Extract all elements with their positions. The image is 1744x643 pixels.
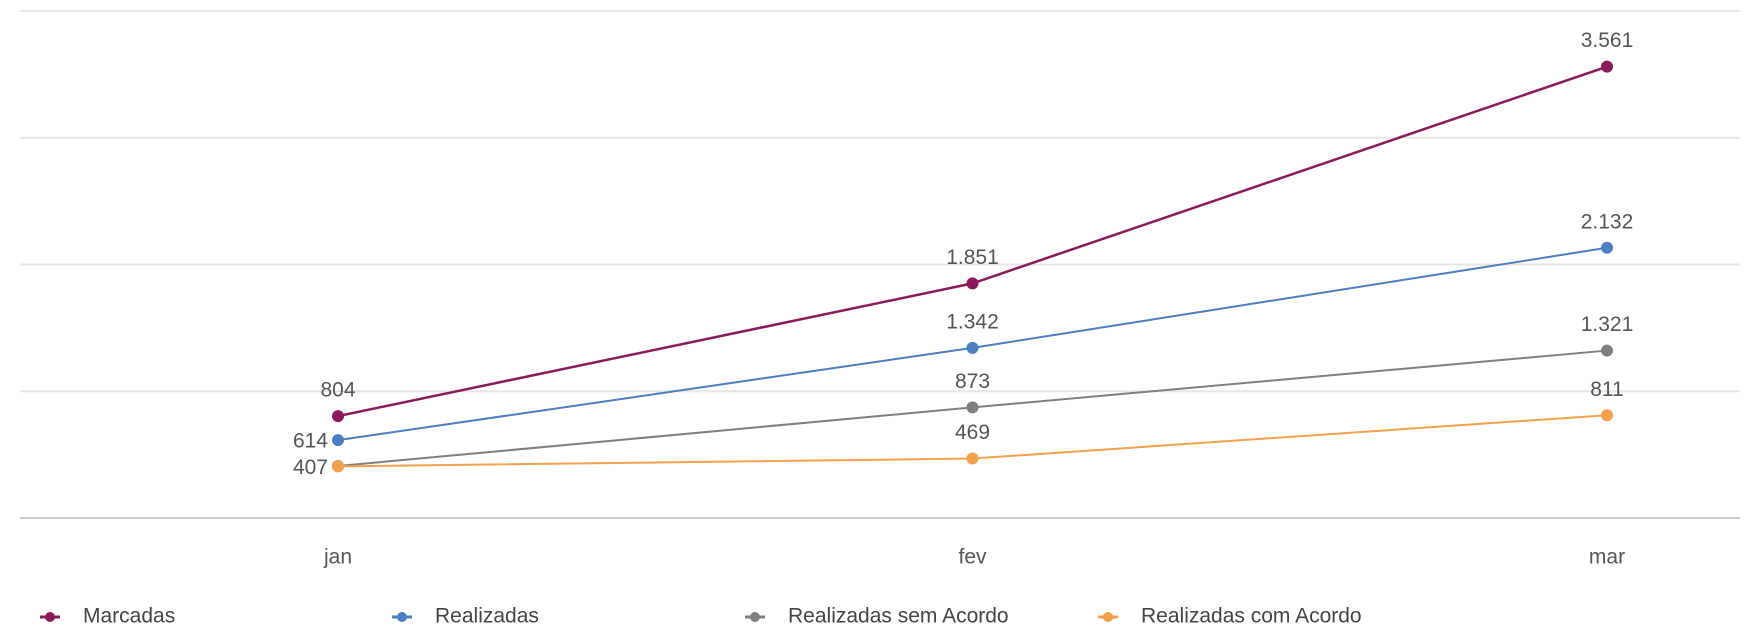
legend-marker (750, 612, 760, 622)
data-label: 2.132 (1581, 210, 1634, 233)
data-label: 614 (293, 430, 328, 453)
data-point (966, 341, 979, 354)
x-tick-label: fev (958, 546, 987, 569)
data-label: 811 (1590, 378, 1623, 401)
data-point (332, 460, 344, 473)
data-label: 469 (955, 421, 990, 444)
data-label: 1.851 (946, 246, 999, 269)
data-label: 1.321 (1581, 313, 1634, 336)
legend-label: Marcadas (83, 605, 175, 628)
data-point (966, 277, 979, 290)
x-tick-label: mar (1589, 546, 1625, 569)
legend-label: Realizadas com Acordo (1141, 605, 1362, 628)
series-line (337, 65, 1608, 418)
data-point (332, 410, 344, 423)
legend-marker (45, 612, 55, 622)
legend-label: Realizadas (435, 605, 539, 628)
data-label: 804 (320, 379, 355, 402)
legend-marker (397, 612, 407, 622)
data-label: 1.342 (946, 310, 999, 333)
data-point (966, 452, 979, 465)
data-point (1601, 409, 1613, 422)
legend-label: Realizadas sem Acordo (788, 605, 1009, 628)
data-point (966, 401, 979, 414)
data-point (332, 434, 344, 447)
legend-marker (1103, 612, 1113, 622)
data-label: 3.561 (1581, 29, 1634, 52)
data-label: 873 (955, 370, 990, 393)
data-point (1601, 241, 1613, 254)
data-point (1601, 344, 1613, 357)
data-label: 407 (293, 456, 328, 479)
data-point (1601, 60, 1613, 73)
x-tick-label: jan (323, 546, 352, 569)
